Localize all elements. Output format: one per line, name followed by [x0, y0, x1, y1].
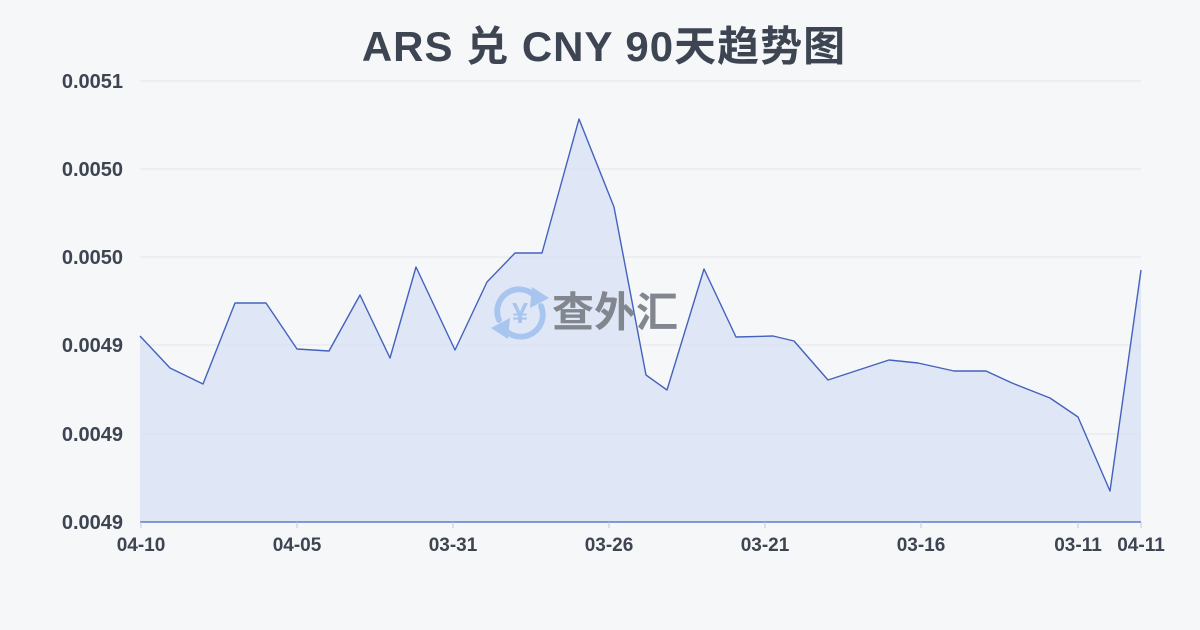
svg-text:查外汇: 查外汇 [552, 279, 678, 340]
svg-text:¥: ¥ [512, 298, 528, 330]
